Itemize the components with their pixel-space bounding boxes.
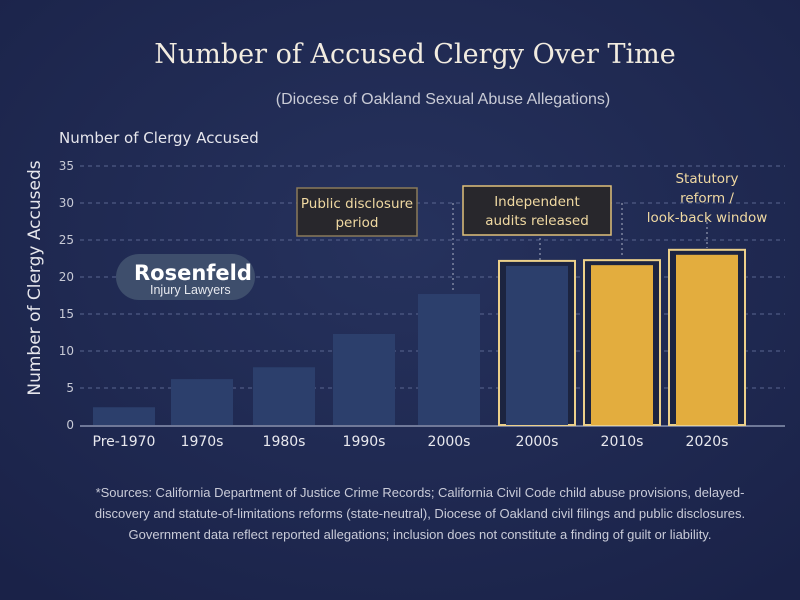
x-tick-label: 2000s xyxy=(428,434,471,450)
y-tick-label: 15 xyxy=(59,307,74,321)
x-tick-label: 1980s xyxy=(263,434,306,450)
chart-title: Number of Accused Clergy Over Time xyxy=(154,39,675,70)
bar xyxy=(591,265,653,425)
logo-pill xyxy=(116,254,255,300)
annotation-text: Public disclosure xyxy=(301,196,413,212)
logo-tagline: Injury Lawyers xyxy=(150,283,231,297)
x-tick-label: 1970s xyxy=(181,434,224,450)
annotation-text: Independent xyxy=(494,194,580,210)
annotation-text: look-back window xyxy=(647,210,768,226)
annotation: Public disclosure period xyxy=(296,187,454,290)
x-tick-label: 1990s xyxy=(343,434,386,450)
annotation-text: reform / xyxy=(680,191,734,207)
annotation-box xyxy=(296,187,418,237)
y-tick-label: 25 xyxy=(59,233,74,247)
bar xyxy=(676,254,738,425)
footnote-line: Government data reflect reported allegat… xyxy=(129,527,712,542)
y-tick-label: 10 xyxy=(59,344,74,358)
bar xyxy=(333,333,395,425)
bar xyxy=(506,265,568,425)
annotation-box xyxy=(462,185,612,236)
logo: Rosenfeld Injury Lawyers xyxy=(116,254,255,300)
annotation: Statutory reform / look-back window xyxy=(647,171,768,248)
chart-subtitle: (Diocese of Oakland Sexual Abuse Allegat… xyxy=(276,91,610,108)
annotation-text: Statutory xyxy=(675,171,738,187)
y-axis-label: Number of Clergy Accuseds xyxy=(25,160,45,395)
y-tick-label: 5 xyxy=(66,381,74,395)
annotation: Independent audits released xyxy=(462,185,612,262)
bar xyxy=(418,294,480,425)
bar xyxy=(171,379,233,425)
y-tick-label: 35 xyxy=(59,159,74,173)
top-axis-label: Number of Clergy Accused xyxy=(59,129,259,147)
bar xyxy=(253,367,315,425)
logo-name: Rosenfeld xyxy=(134,261,252,285)
annotation-text: period xyxy=(335,215,378,231)
x-tick-label: 2010s xyxy=(601,434,644,450)
footnote-line: *Sources: California Department of Justi… xyxy=(96,485,745,500)
x-tick-label: 2020s xyxy=(686,434,729,450)
x-tick-label: Pre-1970 xyxy=(93,434,156,450)
x-tick-label: 2000s xyxy=(516,434,559,450)
y-tick-label: 30 xyxy=(59,196,74,210)
bar xyxy=(93,407,155,425)
y-tick-label: 20 xyxy=(59,270,74,284)
annotation-text: audits released xyxy=(485,213,589,229)
footnote-line: discovery and statute-of-limitations ref… xyxy=(95,506,745,521)
y-tick-label: 0 xyxy=(66,418,74,432)
